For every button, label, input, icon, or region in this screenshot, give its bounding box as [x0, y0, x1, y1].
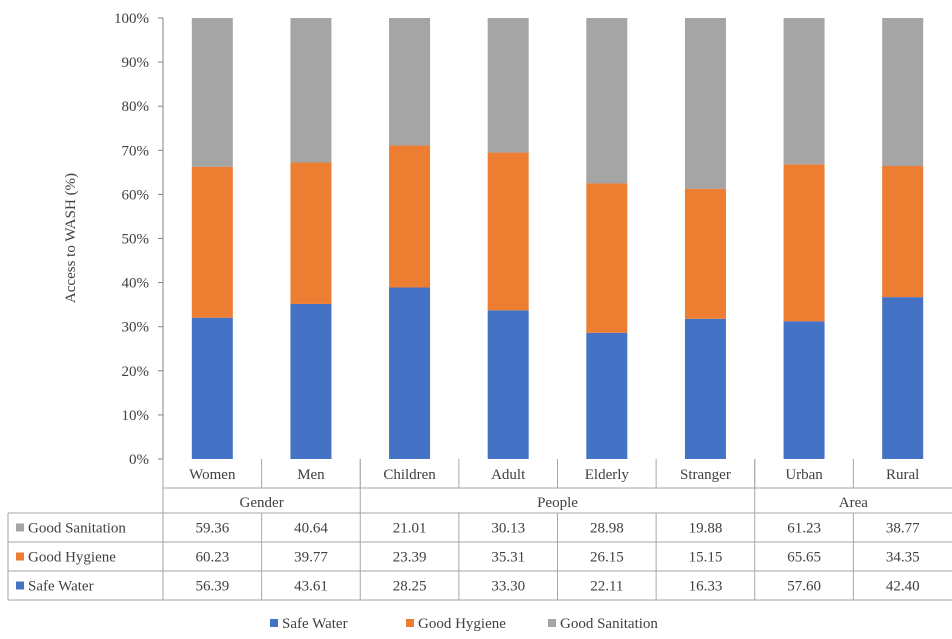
y-tick-label: 90%: [122, 55, 150, 71]
table-cell-good-hygiene-adult: 35.31: [491, 550, 525, 566]
bar-safe-water-urban: [783, 321, 825, 459]
legend-label-good-hygiene: Good Hygiene: [418, 616, 506, 632]
category-label-women: Women: [189, 467, 236, 483]
data-table: Women Men Children Adult Elderly Stranger Urba…: [7, 459, 952, 601]
bar-good-hygiene-men: [290, 162, 332, 304]
table-cell-safe-water-urban: 57.60: [787, 579, 821, 595]
table-cell-safe-water-elderly: 22.11: [590, 579, 623, 595]
category-label-stranger: Stranger: [680, 467, 731, 483]
bar-safe-water-adult: [487, 310, 529, 459]
bar-good-sanitation-urban: [783, 18, 825, 165]
bar-good-hygiene-stranger: [684, 188, 726, 319]
table-cell-safe-water-adult: 33.30: [491, 579, 525, 595]
category-label-men: Men: [297, 467, 325, 483]
table-cell-good-hygiene-children: 23.39: [393, 550, 427, 566]
bar-good-sanitation-children: [389, 18, 431, 146]
table-cell-good-sanitation-men: 40.64: [294, 521, 328, 537]
bar-safe-water-men: [290, 303, 332, 459]
legend: Safe Water Good Hygiene Good Sanitation: [270, 616, 658, 632]
table-cell-good-sanitation-stranger: 19.88: [689, 521, 723, 537]
bar-good-hygiene-urban: [783, 164, 825, 322]
y-tick-label: 50%: [122, 232, 150, 248]
table-cell-good-hygiene-stranger: 15.15: [689, 550, 723, 566]
legend-key-good-sanitation: [548, 619, 556, 627]
y-axis: 0% 10% 20% 30% 40% 50% 60% 70% 80% 90% 100%: [114, 11, 164, 468]
y-tick-label: 0%: [129, 452, 149, 468]
table-cell-good-sanitation-urban: 61.23: [787, 521, 821, 537]
category-label-urban: Urban: [785, 467, 823, 483]
legend-key-safe-water: [270, 619, 278, 627]
legend-label-good-sanitation: Good Sanitation: [560, 616, 658, 632]
bar-good-hygiene-women: [191, 166, 233, 318]
y-axis-label: Access to WASH (%): [63, 173, 79, 303]
legend-label-safe-water: Safe Water: [282, 616, 348, 632]
table-cell-safe-water-stranger: 16.33: [689, 579, 723, 595]
table-cell-good-hygiene-women: 60.23: [195, 550, 229, 566]
bar-safe-water-children: [389, 287, 431, 459]
y-tick-label: 60%: [122, 187, 150, 203]
table-cell-good-hygiene-urban: 65.65: [787, 550, 821, 566]
category-label-adult: Adult: [491, 467, 526, 483]
bar-good-hygiene-rural: [882, 166, 924, 298]
table-row-label-safe-water: Safe Water: [28, 579, 94, 595]
bar-safe-water-women: [191, 317, 233, 459]
table-key-safe-water: [16, 581, 24, 590]
bar-good-sanitation-women: [191, 18, 233, 167]
bar-safe-water-stranger: [684, 318, 726, 459]
table-row-label-good-sanitation: Good Sanitation: [28, 521, 126, 537]
y-tick-label: 40%: [122, 276, 150, 292]
y-tick-label: 10%: [122, 408, 150, 424]
table-cell-good-hygiene-rural: 34.35: [886, 550, 920, 566]
table-cell-good-sanitation-women: 59.36: [195, 521, 229, 537]
table-cell-good-sanitation-elderly: 28.98: [590, 521, 624, 537]
bar-good-sanitation-adult: [487, 18, 529, 153]
bar-safe-water-rural: [882, 297, 924, 459]
bar-good-sanitation-men: [290, 18, 332, 163]
table-cell-safe-water-men: 43.61: [294, 579, 328, 595]
table-cell-safe-water-children: 28.25: [393, 579, 427, 595]
y-tick-label: 100%: [114, 11, 149, 27]
table-cell-good-hygiene-men: 39.77: [294, 550, 328, 566]
group-label-people: People: [537, 495, 578, 511]
bar-good-sanitation-rural: [882, 18, 924, 167]
group-label-gender: Gender: [240, 495, 284, 511]
category-label-rural: Rural: [886, 467, 919, 483]
table-cell-safe-water-rural: 42.40: [886, 579, 920, 595]
bar-good-hygiene-children: [389, 145, 431, 288]
table-cell-good-hygiene-elderly: 26.15: [590, 550, 624, 566]
legend-key-good-hygiene: [406, 619, 414, 627]
table-cell-safe-water-women: 56.39: [195, 579, 229, 595]
category-label-elderly: Elderly: [585, 467, 630, 483]
y-tick-label: 80%: [122, 99, 150, 115]
table-cell-good-sanitation-adult: 30.13: [491, 521, 525, 537]
bars-layer: [191, 18, 924, 459]
bar-good-hygiene-elderly: [586, 183, 628, 333]
table-key-good-sanitation: [16, 523, 24, 532]
table-cell-good-sanitation-children: 21.01: [393, 521, 427, 537]
table-cell-good-sanitation-rural: 38.77: [886, 521, 920, 537]
bar-good-hygiene-adult: [487, 152, 529, 311]
bar-safe-water-elderly: [586, 332, 628, 459]
y-tick-label: 70%: [122, 143, 150, 159]
bar-good-sanitation-elderly: [586, 18, 628, 184]
group-label-area: Area: [839, 495, 868, 511]
category-label-children: Children: [383, 467, 436, 483]
bar-good-sanitation-stranger: [684, 18, 726, 189]
table-key-good-hygiene: [16, 552, 24, 561]
y-tick-label: 20%: [122, 364, 150, 380]
y-tick-label: 30%: [122, 320, 150, 336]
table-row-label-good-hygiene: Good Hygiene: [28, 550, 116, 566]
